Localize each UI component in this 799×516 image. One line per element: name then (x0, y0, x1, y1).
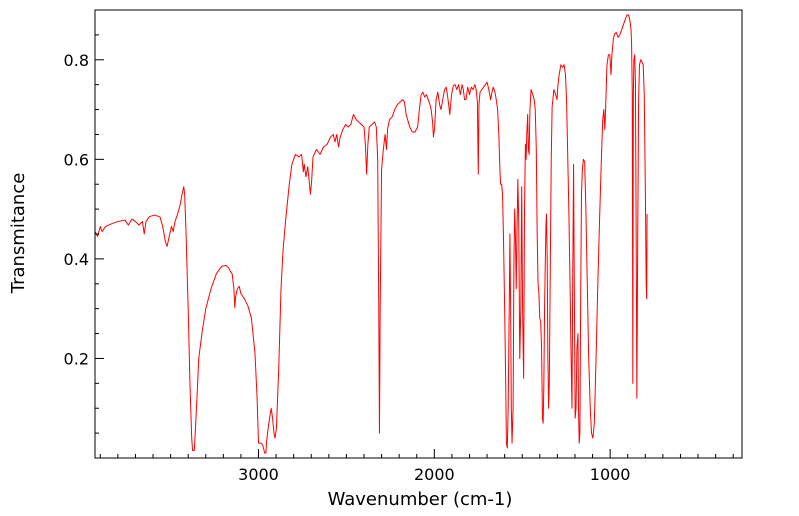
x-tick-label: 1000 (590, 465, 631, 484)
y-tick-label: 0.2 (64, 349, 89, 368)
series-group (95, 14, 648, 454)
plot-area: 3000 2000 1000 0.2 0.4 0.6 0.8 (64, 9, 743, 484)
minor-ticks (95, 34, 734, 458)
x-tick-label: 2000 (414, 465, 455, 484)
y-axis-label: Transmitance (8, 173, 29, 295)
y-tick-label: 0.8 (64, 51, 89, 70)
x-tick-label: 3000 (238, 465, 279, 484)
y-tick-label: 0.6 (64, 150, 89, 169)
tick-labels: 3000 2000 1000 0.2 0.4 0.6 0.8 (64, 51, 631, 484)
series-line-1 (95, 14, 648, 454)
x-axis-label: Wavenumber (cm-1) (328, 489, 513, 510)
y-tick-label: 0.4 (64, 250, 89, 269)
major-ticks (95, 59, 611, 458)
